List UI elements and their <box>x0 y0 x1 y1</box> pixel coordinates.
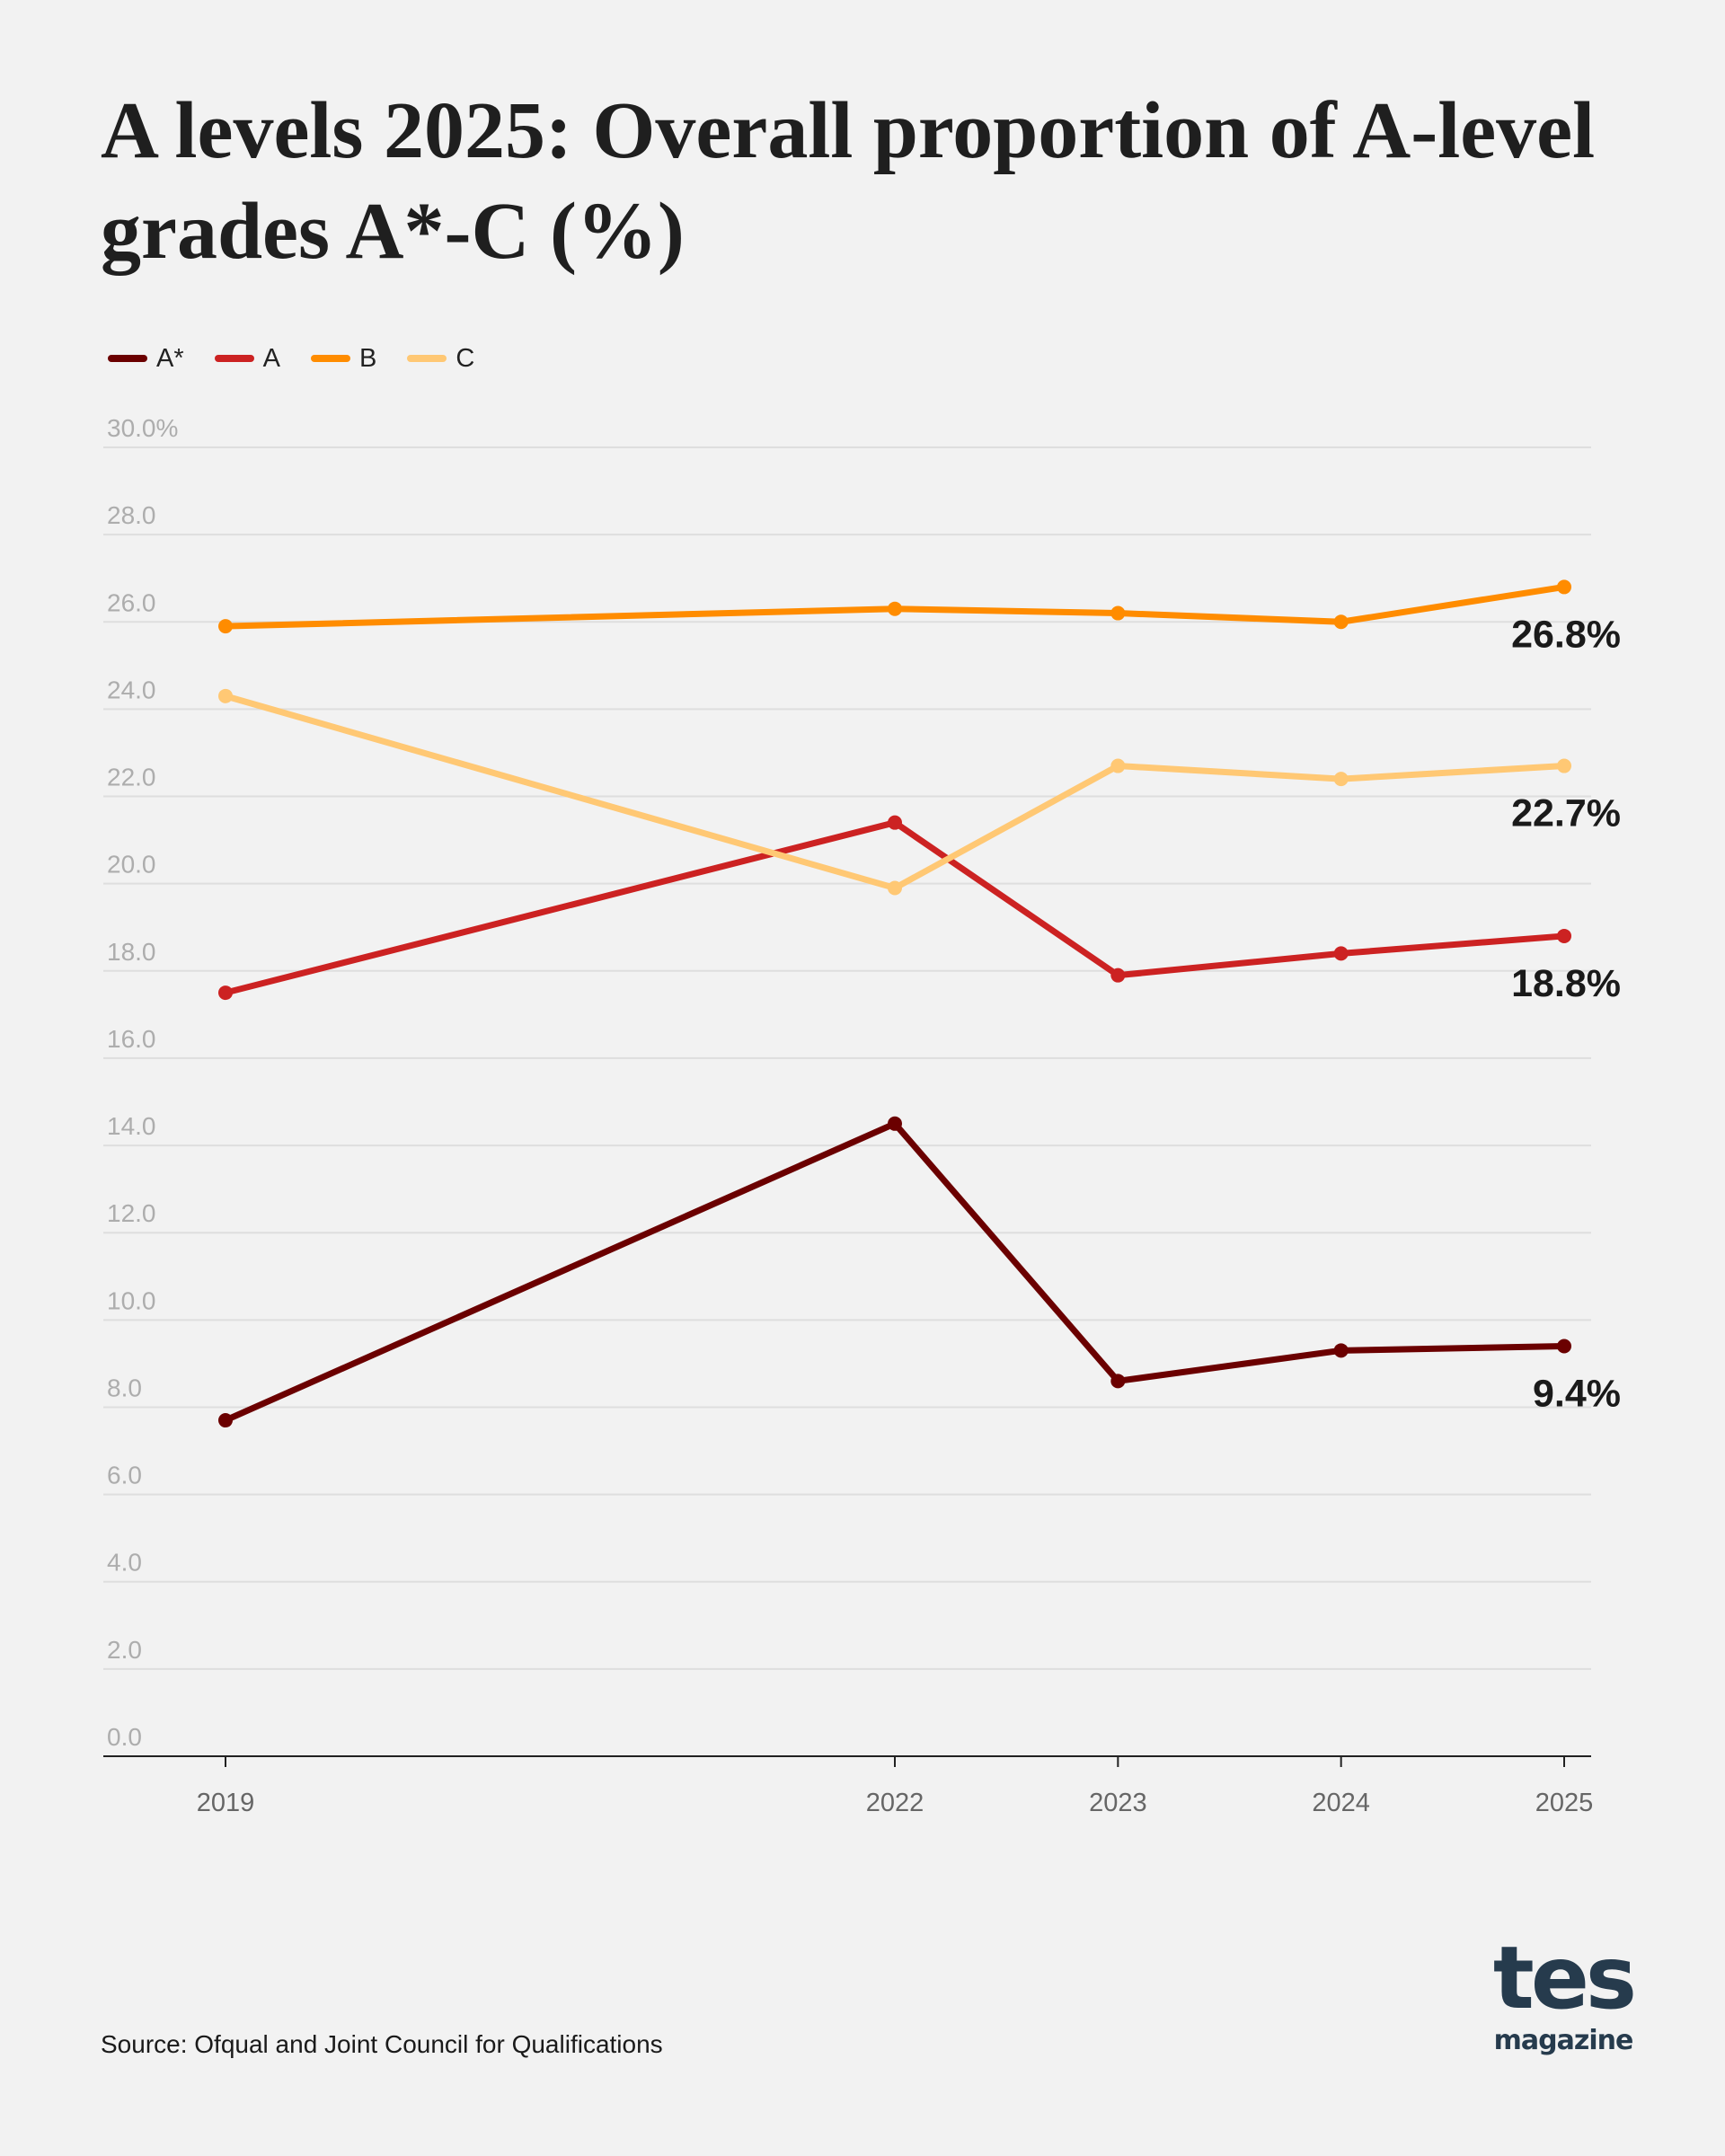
end-value-label: 9.4% <box>1533 1372 1621 1415</box>
y-tick-label: 22.0 <box>107 764 156 791</box>
y-tick-label: 2.0 <box>107 1636 142 1664</box>
x-tick-label: 2019 <box>197 1789 255 1817</box>
data-point <box>218 688 233 703</box>
legend-swatch <box>214 355 254 362</box>
data-point <box>1557 928 1571 943</box>
y-tick-label: 18.0 <box>107 938 156 966</box>
data-point <box>1557 758 1571 773</box>
series-line <box>224 1120 1565 1424</box>
data-point <box>888 815 902 830</box>
data-point <box>1110 968 1126 983</box>
y-tick-label: 12.0 <box>107 1199 156 1227</box>
y-tick-label: 26.0 <box>107 588 156 616</box>
chart-title: A levels 2025: Overall proportion of A-l… <box>101 86 1596 276</box>
y-tick-label: 10.0 <box>107 1286 156 1314</box>
series-B: 26.8% <box>218 579 1621 656</box>
data-point <box>1110 605 1126 621</box>
legend-item: C <box>407 343 474 374</box>
data-point <box>1557 1339 1571 1354</box>
end-value-label: 18.8% <box>1511 962 1621 1005</box>
data-point <box>1557 579 1571 595</box>
series-A: 18.8% <box>218 815 1621 1005</box>
series-A*: 9.4% <box>218 1116 1621 1428</box>
y-tick-label: 14.0 <box>107 1112 156 1140</box>
tes-magazine-logo: tes magazine <box>1473 1931 1653 2057</box>
legend-item: B <box>310 343 377 374</box>
series-line <box>225 693 1565 892</box>
end-value-label: 26.8% <box>1511 613 1621 656</box>
data-point <box>1333 772 1349 787</box>
series-C: 22.7% <box>218 688 1621 896</box>
source-note: Source: Ofqual and Joint Council for Qua… <box>101 2030 663 2058</box>
legend-swatch <box>310 355 350 362</box>
data-point <box>888 1116 902 1131</box>
legend-label: A <box>262 344 280 373</box>
legend: A* A B C <box>108 343 474 374</box>
x-tick-label: 2025 <box>1535 1789 1594 1817</box>
data-point <box>888 601 902 616</box>
data-point <box>888 880 902 896</box>
y-tick-label: 20.0 <box>107 851 156 879</box>
data-point <box>218 619 233 634</box>
legend-label: C <box>456 344 475 373</box>
y-tick-label: 28.0 <box>107 501 156 529</box>
logo-tes: tes <box>1492 1928 1637 2028</box>
data-point <box>1110 1374 1126 1389</box>
data-point <box>1333 1343 1349 1358</box>
y-tick-label: 6.0 <box>107 1462 142 1489</box>
x-tick-label: 2024 <box>1312 1789 1370 1817</box>
logo-magazine: magazine <box>1493 2025 1634 2056</box>
x-tick-label: 2023 <box>1089 1789 1147 1817</box>
y-tick-label: 4.0 <box>107 1549 142 1577</box>
y-tick-label: 8.0 <box>107 1374 142 1401</box>
data-point <box>218 1413 233 1428</box>
legend-label: A* <box>156 344 184 373</box>
y-tick-label: 30.0% <box>107 414 178 442</box>
data-point <box>1333 946 1349 961</box>
legend-item: A* <box>108 343 184 374</box>
legend-item: A <box>214 343 280 374</box>
legend-swatch <box>407 355 447 362</box>
y-tick-label: 16.0 <box>107 1025 156 1053</box>
series-line <box>225 819 1565 996</box>
y-tick-label: 24.0 <box>107 676 156 703</box>
end-value-label: 22.7% <box>1511 792 1621 835</box>
y-tick-label: 0.0 <box>107 1723 142 1751</box>
data-point <box>218 985 233 1001</box>
data-point <box>1333 614 1349 630</box>
legend-swatch <box>108 355 147 362</box>
x-tick-label: 2022 <box>866 1789 924 1817</box>
data-point <box>1110 758 1126 773</box>
legend-label: B <box>358 344 377 373</box>
